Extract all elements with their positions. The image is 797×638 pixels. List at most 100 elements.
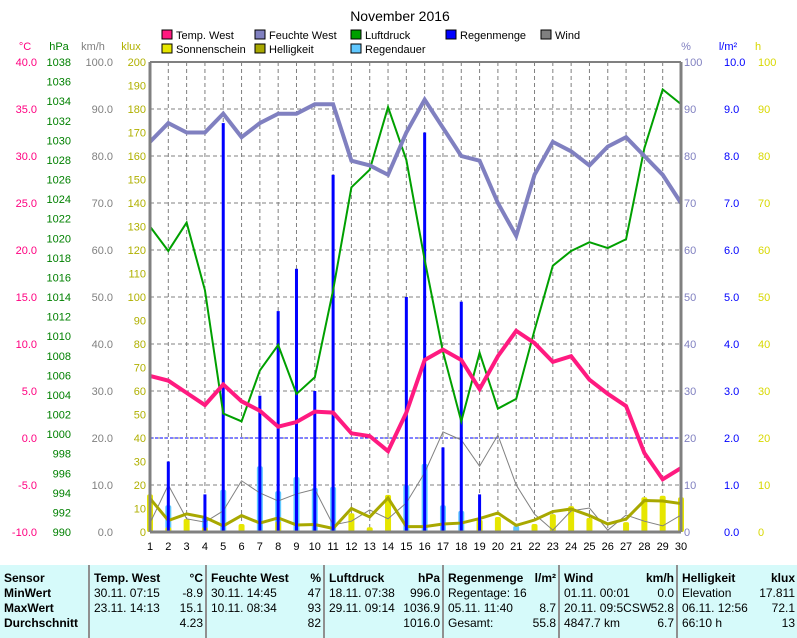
axis-tick-label: 40 <box>758 339 770 351</box>
axis-tick-label: 140 <box>128 198 146 210</box>
stats-cell-label: MaxWert <box>4 601 54 615</box>
axis-unit-label: l/m² <box>719 41 738 53</box>
axis-tick-label: 40.0 <box>92 339 113 351</box>
sonnenschein-bar <box>623 522 630 532</box>
axis-tick-label: 0 <box>684 527 690 539</box>
axis-tick-label: 160 <box>128 151 146 163</box>
axis-tick-label: 10.0 <box>92 480 113 492</box>
x-tick-label: 1 <box>147 541 153 553</box>
stats-cell-value: 82 <box>307 616 321 630</box>
legend-swatch <box>254 29 266 40</box>
axis-tick-label: 1018 <box>47 253 71 265</box>
stats-header-row: Sensor <box>4 571 84 586</box>
stats-cell-value: 93 <box>307 601 321 615</box>
x-tick-label: 24 <box>565 541 577 553</box>
axis-tick-label: 1030 <box>47 135 71 147</box>
axis-tick-label: 0.0 <box>22 433 37 445</box>
axis-unit-label: % <box>681 41 691 53</box>
stats-cell-label: Elevation <box>682 586 732 600</box>
axis-tick-label: 70 <box>684 198 696 210</box>
axis-tick-label: 1020 <box>47 233 71 245</box>
axis-tick-label: 994 <box>53 488 71 500</box>
sonnenschein-bar <box>494 516 501 532</box>
axis-unit-label: klux <box>121 41 141 53</box>
stats-cell-label: 05.11. 11:40 <box>448 601 513 615</box>
x-tick-label: 26 <box>602 541 614 553</box>
stats-cell-value: 72.1 <box>771 601 795 615</box>
stats-cell-value: 4.23 <box>179 616 203 630</box>
axis-tick-label: 200 <box>128 57 146 69</box>
legend-swatch <box>540 29 552 40</box>
axis-tick-label: 1008 <box>47 351 71 363</box>
stats-cell-value: 52.8 <box>650 601 674 615</box>
axis-tick-label: 170 <box>128 128 146 140</box>
stats-cell-value: 0.0 <box>657 586 674 600</box>
wind-line <box>149 431 682 531</box>
stats-cell-label: Gesamt: <box>448 616 494 630</box>
axis-tick-label: 100 <box>758 57 776 69</box>
stats-cell-value: l/m² <box>534 571 556 585</box>
axis-tick-label: 1022 <box>47 214 71 226</box>
stats-cell-label: 30.11. 14:45 <box>211 586 277 600</box>
stats-header-row: Temp. West °C <box>94 571 203 586</box>
axis-tick-label: 100.0 <box>85 57 113 69</box>
axis-tick-label: 1026 <box>47 175 71 187</box>
axis-tick-label: 998 <box>53 449 71 461</box>
stats-header-row: Luftdruck hPa <box>329 571 440 586</box>
regenmenge-bar <box>441 447 445 532</box>
axis-tick-label: 8.0 <box>724 151 739 163</box>
axis-tick-label: 6.0 <box>724 245 739 257</box>
x-tick-label: 7 <box>257 541 263 553</box>
axis-tick-label: 990 <box>53 527 71 539</box>
legend-label: Regendauer <box>365 44 426 56</box>
stats-column-press: Luftdruck hPa 18.11. 07:38 996.0 29.11. 09:1… <box>323 565 444 638</box>
legend-swatch <box>254 43 266 54</box>
legend-label: Regenmenge <box>460 30 526 42</box>
axis-tick-label: 0 <box>140 527 146 539</box>
axis-tick-label: 1032 <box>47 116 71 128</box>
axis-tick-label: 30.0 <box>16 151 37 163</box>
x-tick-label: 13 <box>364 541 376 553</box>
axis-tick-label: 120 <box>128 245 146 257</box>
stats-row: 10.11. 08:34 93 <box>211 601 321 616</box>
stats-cell-label: 23.11. 14:13 <box>94 601 160 615</box>
axis-tick-label: 180 <box>128 104 146 116</box>
stats-cell-label: MinWert <box>4 586 52 600</box>
axis-tick-label: 20 <box>134 480 146 492</box>
x-tick-label: 25 <box>583 541 595 553</box>
axis-tick-label: 1028 <box>47 155 71 167</box>
stats-row: 82 <box>211 616 321 631</box>
axis-tick-label: 110 <box>128 269 146 281</box>
axis-tick-label: 20 <box>758 433 770 445</box>
axis-tick-label: 1000 <box>47 429 71 441</box>
axis-tick-label: 30 <box>134 457 146 469</box>
legend-swatch <box>350 43 362 54</box>
stats-header-row: Helligkeit klux <box>682 571 795 586</box>
regenmenge-bar <box>258 395 262 532</box>
sonnenschein-bar <box>348 513 355 532</box>
axis-tick-label: 30 <box>684 386 696 398</box>
stats-cell-value: -8.9 <box>182 586 203 600</box>
axis-tick-label: 1002 <box>47 410 71 422</box>
x-tick-label: 27 <box>620 541 632 553</box>
axis-tick-label: 50.0 <box>92 292 113 304</box>
axis-tick-label: 40 <box>684 339 696 351</box>
regenmenge-bar <box>331 174 335 533</box>
axis-tick-label: 5.0 <box>22 386 37 398</box>
axis-tick-label: 70 <box>134 363 146 375</box>
stats-column-hum: Feuchte West% 30.11. 14:45 47 10.11. 08:34 9… <box>205 565 325 638</box>
x-tick-label: 10 <box>309 541 321 553</box>
axis-tick-label: 100 <box>128 292 146 304</box>
axis-unit-label: °C <box>19 41 31 53</box>
axis-tick-label: 10.0 <box>16 339 37 351</box>
x-tick-label: 15 <box>400 541 412 553</box>
regenmenge-bar <box>459 301 463 532</box>
x-tick-label: 16 <box>419 541 431 553</box>
regendauer-bar <box>513 525 520 532</box>
axis-tick-label: 0 <box>758 527 764 539</box>
axis-tick-label: 3.0 <box>724 386 739 398</box>
x-tick-label: 22 <box>528 541 540 553</box>
stats-cell-value: 55.8 <box>532 616 556 630</box>
stats-cell-value: 1016.0 <box>403 616 440 630</box>
axis-tick-label: 1016 <box>47 272 71 284</box>
